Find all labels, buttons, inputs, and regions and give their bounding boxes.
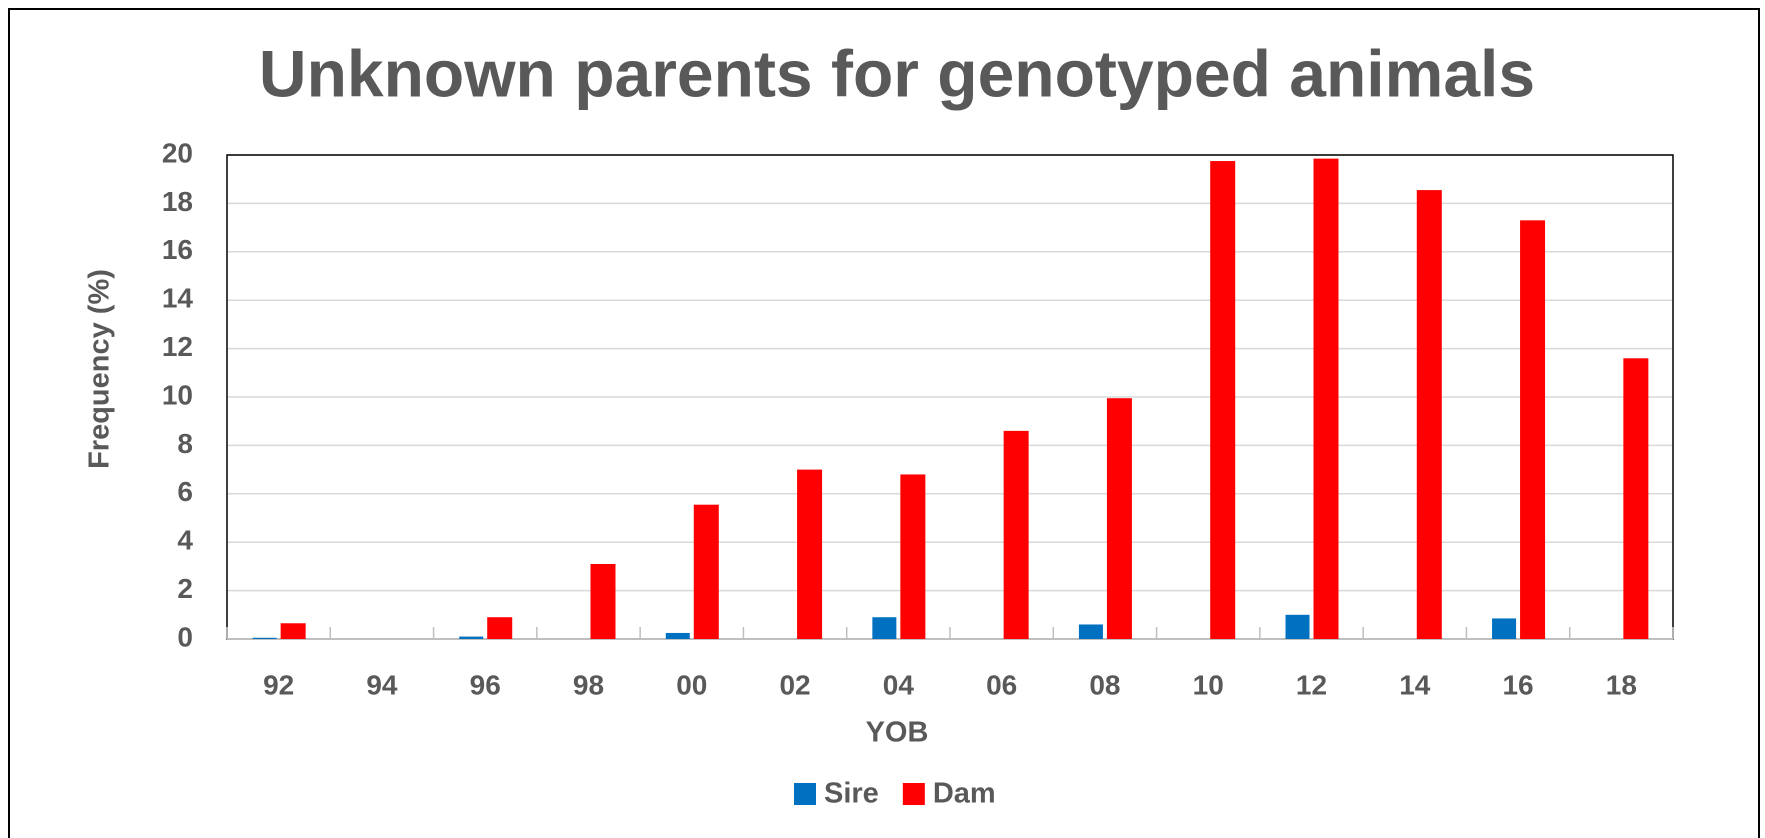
x-tick-label: 98 (573, 669, 604, 700)
x-tick-label: 18 (1606, 669, 1637, 700)
y-tick-label: 2 (177, 573, 193, 604)
bar (1003, 430, 1029, 639)
legend-label: Sire (824, 778, 879, 810)
x-tick-label: 16 (1502, 669, 1533, 700)
bar (900, 474, 926, 639)
chart-title: Unknown parents for genotyped animals (259, 36, 1535, 110)
x-tick-label: 10 (1193, 669, 1224, 700)
y-tick-label: 16 (162, 234, 193, 265)
x-tick-label: 94 (366, 669, 398, 700)
y-axis-label: Frequency (%) (84, 269, 116, 469)
x-tick-label: 14 (1399, 669, 1431, 700)
bar (487, 617, 513, 639)
y-tick-label: 0 (177, 621, 193, 652)
frame (8, 8, 1760, 838)
x-axis-label: YOB (866, 717, 929, 749)
x-tick-label: 08 (1089, 669, 1120, 700)
bar (252, 637, 277, 639)
bar (280, 623, 306, 639)
y-tick-label: 14 (162, 283, 194, 314)
y-tick-label: 8 (177, 428, 193, 459)
legend-swatch (794, 783, 816, 805)
y-tick-label: 12 (162, 331, 193, 362)
y-tick-label: 20 (162, 137, 193, 168)
bar (1106, 398, 1132, 639)
bar (693, 504, 719, 639)
bar (797, 469, 823, 639)
x-tick-label: 96 (470, 669, 501, 700)
bar (1520, 220, 1546, 639)
bar (1078, 624, 1103, 639)
bar (1285, 614, 1310, 639)
x-tick-label: 92 (263, 669, 294, 700)
x-tick-label: 06 (986, 669, 1017, 700)
bar (590, 563, 616, 639)
bar (665, 632, 690, 639)
y-tick-label: 10 (162, 379, 193, 410)
bar (1416, 190, 1442, 639)
legend-swatch (902, 783, 925, 805)
x-tick-label: 12 (1296, 669, 1327, 700)
x-tick-label: 04 (883, 669, 915, 700)
y-tick-label: 4 (177, 525, 193, 556)
y-tick-label: 6 (177, 476, 193, 507)
bar (459, 636, 484, 639)
x-tick-label: 00 (676, 669, 707, 700)
bar (1210, 161, 1236, 640)
bar (1623, 358, 1649, 639)
bar (1492, 618, 1517, 639)
bar (1313, 158, 1339, 639)
x-tick-label: 02 (779, 669, 810, 700)
y-tick-label: 18 (162, 186, 193, 217)
legend-label: Dam (933, 778, 996, 810)
bar (872, 617, 897, 639)
